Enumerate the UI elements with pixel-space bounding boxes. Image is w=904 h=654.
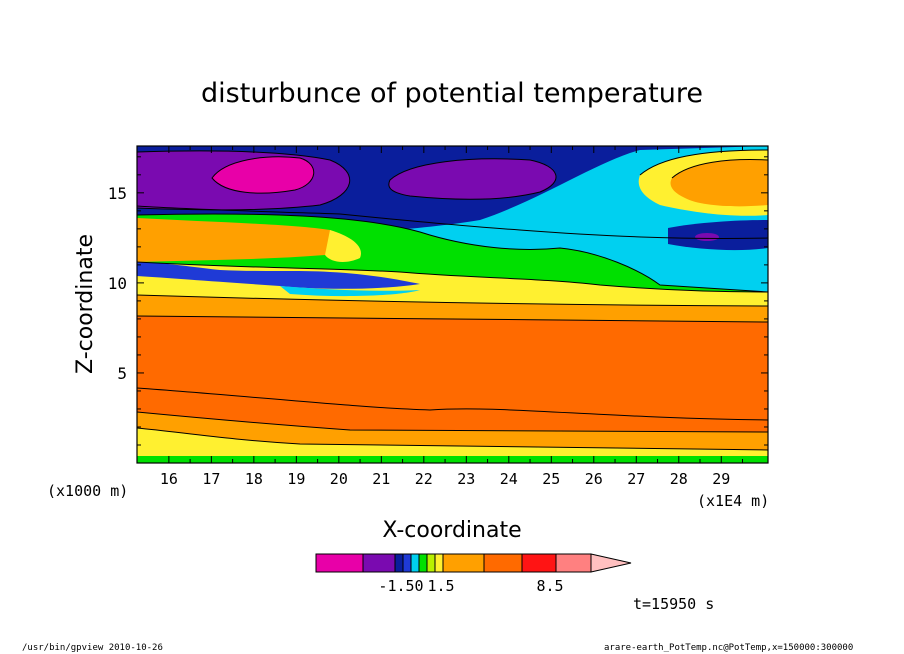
y-axis: 5 10 15: [108, 156, 768, 446]
colorbar-label-3: 8.5: [536, 577, 563, 595]
zone-orange-band-mid: [137, 295, 768, 322]
zone-upper-orange: [137, 218, 340, 262]
colorbar-segment: [426, 553, 436, 573]
x-tick-label: 17: [202, 470, 220, 488]
colorbar-segment: [362, 553, 396, 573]
footer-left: /usr/bin/gpview 2010-10-26: [22, 643, 163, 653]
x-tick-label: 25: [542, 470, 560, 488]
colorbar-segment: [410, 553, 420, 573]
x-axis: 16 17 18 19 20 21 22 23 24 25 26 27 28 29: [160, 146, 744, 488]
y-tick-label: 5: [117, 364, 127, 383]
colorbar: [315, 553, 632, 573]
zone-orange-topright: [670, 159, 768, 207]
colorbar-label-2: 1.5: [427, 577, 454, 595]
zone-orange-band-low: [137, 412, 768, 450]
footer-right: arare-earth_PotTemp.nc@PotTemp,x=150000:…: [604, 643, 853, 653]
x-tick-label: 28: [670, 470, 688, 488]
colorbar-segment: [555, 553, 592, 573]
x-axis-unit-right: (x1E4 m): [697, 492, 769, 510]
colorbar-segment: [434, 553, 444, 573]
x-axis-label: X-coordinate: [382, 518, 521, 543]
zone-cyan-mid: [280, 286, 420, 297]
zone-blue-right: [668, 220, 768, 251]
colorbar-segment: [418, 553, 428, 573]
zone-blue-mid: [137, 262, 420, 289]
chart-title: disturbunce of potential temperature: [201, 78, 703, 109]
colorbar-segment: [315, 553, 364, 573]
y-axis-label: Z-coordinate: [73, 234, 98, 374]
colorbar-segment: [402, 553, 412, 573]
plot-frame: [136, 145, 769, 464]
time-label: t=15950 s: [633, 595, 714, 613]
x-tick-label: 20: [330, 470, 348, 488]
x-tick-label: 21: [372, 470, 390, 488]
x-tick-label: 16: [160, 470, 178, 488]
contour-lines: [137, 149, 768, 451]
x-tick-label: 29: [712, 470, 730, 488]
colorbar-segment: [483, 553, 523, 573]
colorbar-segment: [521, 553, 557, 573]
x-tick-label: 23: [457, 470, 475, 488]
x-tick-label: 24: [500, 470, 518, 488]
x-tick-label: 27: [627, 470, 645, 488]
zone-yellow-low: [137, 428, 768, 458]
zone-purple-center: [388, 158, 557, 200]
x-tick-label: 26: [585, 470, 603, 488]
zone-upper-orange-large: [137, 316, 768, 420]
zone-green-bottom: [137, 456, 768, 463]
zone-yellow-upper: [325, 230, 361, 262]
x-tick-label: 19: [287, 470, 305, 488]
zone-purple-right: [695, 233, 719, 241]
colorbar-segment: [394, 553, 404, 573]
colorbar-label-1: -1.50: [378, 577, 423, 595]
x-tick-label: 22: [415, 470, 433, 488]
y-tick-label: 10: [108, 274, 127, 293]
x-axis-unit-left: (x1000 m): [47, 482, 128, 500]
zone-magenta-left: [212, 156, 314, 194]
y-tick-label: 15: [108, 184, 127, 203]
contour-field: [137, 146, 768, 463]
colorbar-arrow: [590, 553, 632, 573]
colorbar-segment: [442, 553, 485, 573]
x-tick-label: 18: [245, 470, 263, 488]
